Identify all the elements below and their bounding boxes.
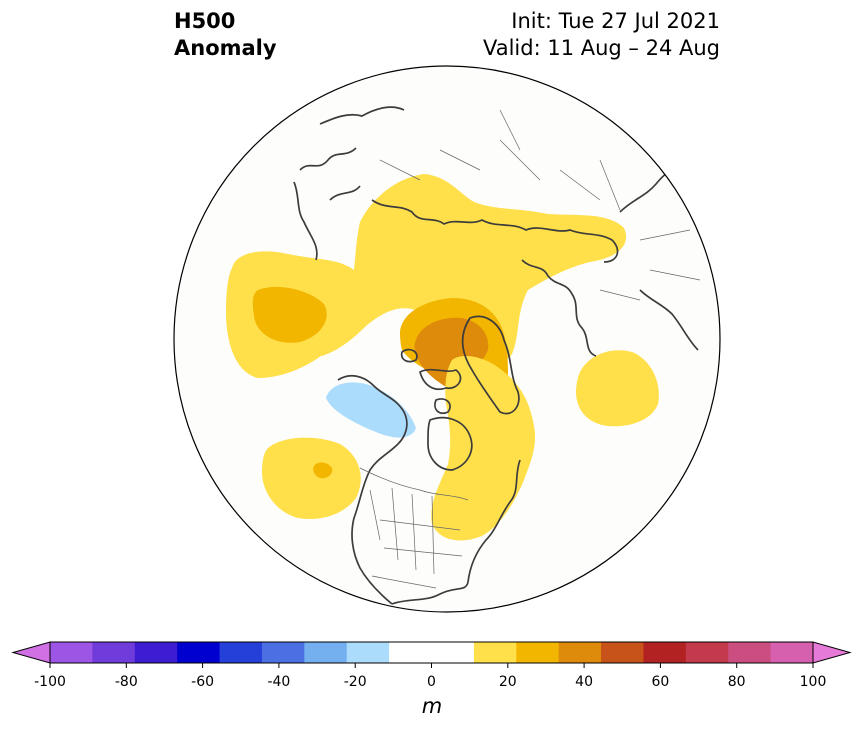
coastline-north-america-gulf <box>391 581 469 605</box>
colorbar-segment <box>92 642 136 663</box>
colorbar-tick-label: 40 <box>575 674 593 690</box>
colorbar-ticks <box>49 663 814 668</box>
colorbar-segment <box>389 642 432 663</box>
coastline-hudson-bay <box>427 416 473 471</box>
colorbar-segment <box>643 642 687 663</box>
coastline-scandinavia <box>521 259 597 357</box>
colorbar-extend-high <box>812 641 852 664</box>
anomaly-siberia-arctic-positive <box>321 174 627 361</box>
colorbar-segment <box>770 642 814 663</box>
colorbar-tick-label: -40 <box>267 674 291 690</box>
colorbar-segment <box>50 642 93 663</box>
colorbar-extend-low <box>11 641 51 664</box>
colorbar-tick-label: 20 <box>498 674 517 690</box>
init-date: Init: Tue 27 Jul 2021 <box>511 9 720 33</box>
colorbar-tick-label: 80 <box>727 674 746 690</box>
coastline-russia-interior <box>299 147 361 201</box>
colorbar-unit-label: m <box>421 694 443 718</box>
date-info: Init: Tue 27 Jul 2021 Valid: 11 Aug – 24… <box>483 8 720 62</box>
globe-outline <box>173 65 721 613</box>
colorbar-tick-label: 100 <box>799 674 827 690</box>
coastline-arctic-russia <box>293 106 405 261</box>
anomaly-fields <box>226 174 659 541</box>
colorbar-tick-label: -100 <box>34 674 66 690</box>
colorbar-segment <box>516 642 560 663</box>
coastline-north-america-west <box>351 443 399 605</box>
colorbar-segment <box>473 642 517 663</box>
colorbar-tick-label: -80 <box>114 674 138 690</box>
colorbar-tick-label: 0 <box>427 674 436 690</box>
coastline-alaska <box>337 374 408 445</box>
valid-range: Valid: 11 Aug – 24 Aug <box>482 36 720 60</box>
colorbar-segments <box>50 642 814 663</box>
coastline-siberia <box>371 199 619 263</box>
colorbar-segment <box>558 642 602 663</box>
colorbar-segment <box>177 642 221 663</box>
border-us-states <box>369 487 463 575</box>
coastline-canadian-islands <box>400 348 462 415</box>
colorbar-segment <box>728 642 772 663</box>
colorbar-segment <box>134 642 178 663</box>
border-us-canada <box>359 467 469 501</box>
anomaly-northeast-pacific-core <box>313 462 333 479</box>
coastlines <box>293 106 699 605</box>
colorbar-segment <box>431 642 475 663</box>
colorbar-tick-label: -60 <box>191 674 215 690</box>
coastline-north-america-east <box>467 459 521 583</box>
map-title: H500 Anomaly <box>174 8 277 62</box>
field-label: Anomaly <box>174 36 277 60</box>
colorbar <box>11 641 852 668</box>
anomaly-northeast-pacific-positive <box>262 437 361 520</box>
colorbar-segment <box>261 642 305 663</box>
colorbar-segment <box>219 642 263 663</box>
anomaly-europe-positive <box>576 350 659 427</box>
colorbar-segment <box>346 642 390 663</box>
anomaly-eastern-north-america <box>431 356 536 541</box>
anomaly-alaska-negative <box>326 382 416 438</box>
borders <box>359 109 701 589</box>
coastline-greenland <box>461 315 520 415</box>
colorbar-tick-label: -20 <box>343 674 367 690</box>
anomaly-north-pacific-core <box>252 286 327 343</box>
colorbar-segment <box>685 642 729 663</box>
border-asia-interior <box>379 109 521 181</box>
colorbar-segment <box>601 642 644 663</box>
variable-label: H500 <box>174 9 236 33</box>
border-eurasia <box>499 139 701 301</box>
border-us-mexico <box>371 575 437 589</box>
colorbar-tick-label: 60 <box>651 674 670 690</box>
colorbar-segment <box>304 642 348 663</box>
